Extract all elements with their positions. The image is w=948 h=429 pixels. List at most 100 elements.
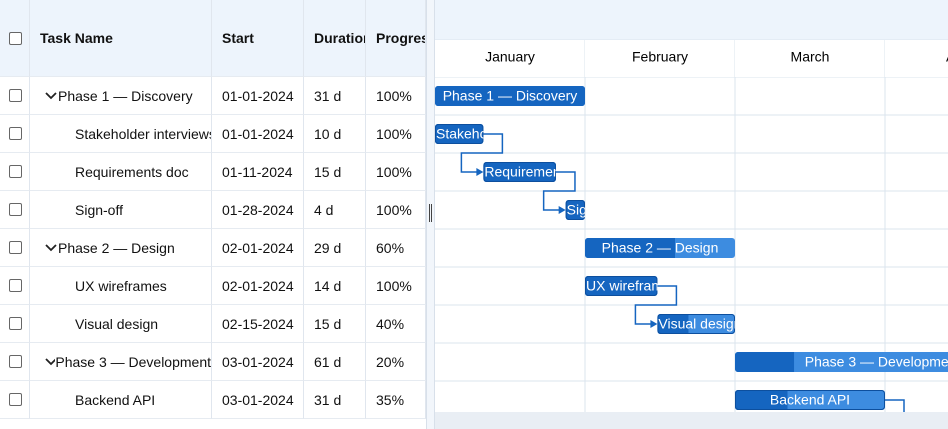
column-header[interactable]: Start (212, 0, 304, 77)
checkbox[interactable] (9, 241, 22, 254)
checkbox[interactable] (9, 165, 22, 178)
progress-cell: 60% (366, 229, 426, 267)
start-cell: 03-01-2024 (212, 381, 304, 419)
bar-label: Stakeholder interviews (436, 126, 577, 142)
bar-label: UX wireframes (586, 278, 678, 294)
expand-chevron[interactable] (44, 357, 56, 367)
start-cell: 01-01-2024 (212, 77, 304, 115)
column-header[interactable]: Duration (304, 0, 366, 77)
row-checkbox-cell (0, 305, 30, 343)
checkbox[interactable] (9, 317, 22, 330)
duration-cell: 29 d (304, 229, 366, 267)
header-checkbox-cell (0, 0, 30, 77)
progress-cell-text: 100% (376, 163, 412, 180)
checkbox[interactable] (9, 127, 22, 140)
task-bar[interactable]: Sign-off (565, 200, 615, 220)
dependency-arrow (650, 320, 658, 328)
month-label: March (791, 49, 830, 65)
expand-chevron[interactable] (44, 91, 58, 101)
duration-cell-text: 29 d (314, 239, 342, 256)
duration-cell-text: 15 d (314, 163, 342, 180)
start-cell-text: 01-01-2024 (222, 87, 294, 104)
checkbox[interactable] (9, 203, 22, 216)
duration-cell: 10 d (304, 115, 366, 153)
bar-progress (735, 390, 788, 410)
month-header (885, 40, 948, 77)
task-bar[interactable]: Phase 3 — Development (735, 352, 948, 372)
progress-cell-text: 100% (376, 125, 412, 142)
bar-border (435, 124, 484, 144)
expand-chevron[interactable] (44, 243, 58, 253)
start-cell-text: 01-01-2024 (222, 125, 294, 142)
column-header-text: Progress (376, 30, 425, 46)
row-checkbox-cell (0, 115, 30, 153)
task-name-cell: UX wireframes (30, 267, 212, 305)
checkbox[interactable] (9, 89, 22, 102)
column-header-text: Task Name (40, 30, 113, 46)
progress-cell: 20% (366, 343, 426, 381)
row-checkbox-cell (0, 153, 30, 191)
task-name-cell: Phase 2 — Design (30, 229, 212, 267)
splitter-grip (429, 204, 432, 222)
start-cell-text: 03-01-2024 (222, 353, 294, 370)
bar-border (735, 390, 885, 410)
splitter[interactable] (426, 0, 435, 429)
row-checkbox-cell (0, 77, 30, 115)
month-label: February (632, 49, 688, 65)
gantt-chart: January February March April Phase 1 — Disco… (435, 0, 948, 429)
start-cell-text: 02-01-2024 (222, 239, 294, 256)
task-name: Stakeholder interviews (75, 125, 212, 142)
bar-label: Backend API (770, 392, 850, 408)
bar-label: Phase 2 — Design (602, 240, 719, 256)
bar-progress (435, 124, 484, 144)
checkbox[interactable] (9, 355, 22, 368)
task-name: Phase 3 — Development (55, 353, 211, 370)
dependency-line (460, 133, 504, 173)
dependency-arrow (558, 206, 566, 214)
task-bar[interactable]: Requirements doc (483, 162, 598, 182)
column-header-text: Duration (314, 30, 366, 46)
dependency-line (634, 285, 678, 325)
month-header (735, 40, 885, 77)
bar-progress (585, 276, 658, 296)
bar-progress (585, 238, 675, 258)
task-bar[interactable]: Visual design (657, 314, 741, 334)
start-cell-text: 03-01-2024 (222, 391, 294, 408)
row-checkbox-cell (0, 191, 30, 229)
progress-cell-text: 35% (376, 391, 405, 408)
start-cell: 03-01-2024 (212, 343, 304, 381)
month-label: January (485, 49, 535, 65)
row-checkbox-cell (0, 381, 30, 419)
bar-border (585, 276, 658, 296)
task-name: Phase 2 — Design (58, 239, 175, 256)
progress-cell: 100% (366, 77, 426, 115)
row-checkbox-cell (0, 343, 30, 381)
bar-progress (435, 86, 585, 106)
task-bar[interactable]: Phase 2 — Design (585, 238, 735, 258)
duration-cell-text: 31 d (314, 87, 342, 104)
bar-progress (483, 162, 556, 182)
start-cell-text: 02-15-2024 (222, 315, 294, 332)
start-cell-text: 01-11-2024 (222, 163, 293, 180)
month-header (585, 40, 735, 77)
task-bar[interactable]: Phase 1 — Discovery (435, 86, 585, 106)
start-cell-text: 01-28-2024 (222, 201, 294, 218)
task-bar[interactable]: UX wireframes (585, 276, 678, 296)
duration-cell: 31 d (304, 381, 366, 419)
progress-cell-text: 100% (376, 277, 412, 294)
checkbox[interactable] (9, 31, 22, 45)
start-cell: 02-15-2024 (212, 305, 304, 343)
column-header[interactable]: Progress (366, 0, 426, 77)
row-checkbox-cell (0, 267, 30, 305)
start-cell: 02-01-2024 (212, 267, 304, 305)
task-bar[interactable]: Stakeholder interviews (435, 124, 577, 144)
start-cell: 01-28-2024 (212, 191, 304, 229)
checkbox[interactable] (9, 279, 22, 292)
bar-progress (735, 352, 795, 372)
dependency-line (885, 399, 905, 412)
column-header[interactable]: Task Name (30, 0, 212, 77)
checkbox[interactable] (9, 393, 22, 406)
progress-cell-text: 100% (376, 201, 412, 218)
duration-cell-text: 31 d (314, 391, 342, 408)
task-bar[interactable]: Backend API (735, 390, 885, 410)
